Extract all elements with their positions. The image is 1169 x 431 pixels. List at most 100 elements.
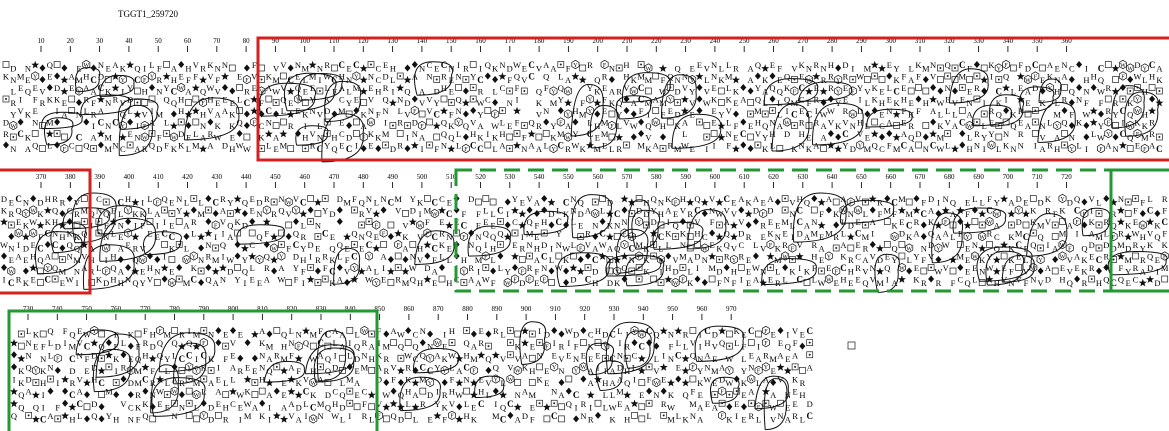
residue-letter: I (3, 275, 6, 285)
threonine-square (51, 252, 59, 260)
residue-letter: D (222, 141, 228, 151)
aromatic-hexagon (294, 341, 303, 351)
residue-letter: Q (89, 209, 95, 219)
aromatic-hexagon (360, 325, 369, 336)
residue-letter: D (346, 133, 352, 143)
residue-letter: N (769, 118, 775, 128)
residue-letter: N (441, 141, 447, 151)
residue-letter: R (179, 330, 185, 340)
residue-letter: W (967, 124, 973, 130)
residue-letter: E (945, 95, 950, 105)
serine-dot (280, 243, 283, 246)
residue-letter: F (223, 354, 228, 364)
glycine-diamond (59, 244, 66, 252)
residue-letter: F (164, 141, 169, 151)
residue-letter: N (96, 206, 102, 216)
residue-letter: I (17, 240, 20, 250)
residue-letter: H (1083, 75, 1089, 85)
residue-letter: W (83, 63, 89, 69)
threonine-square (1022, 221, 1030, 229)
residue-letter: F (892, 209, 897, 219)
threonine-square (1024, 110, 1032, 118)
residue-letter: M (353, 83, 361, 93)
residue-letter: A (712, 402, 719, 412)
residue-letter: E (471, 402, 476, 412)
tick-label: 320 (944, 37, 955, 45)
residue-letter: Q (281, 330, 287, 340)
residue-letter: V (251, 72, 258, 82)
residue-letter: V (842, 118, 849, 128)
residue-letter: Y (354, 74, 359, 80)
serine-dot (523, 124, 526, 127)
residue-letter: W (782, 254, 788, 260)
proline-star (1016, 95, 1025, 103)
cysteine-letter: C (855, 229, 862, 239)
tick-label: 690 (973, 173, 984, 181)
residue-letter: F (376, 110, 381, 120)
residue-letter: R (1062, 95, 1068, 105)
threonine-square (570, 252, 577, 260)
residue-letter: Q (404, 87, 410, 97)
residue-letter: A (118, 244, 125, 254)
residue-letter: W (972, 254, 978, 260)
tick-label: 900 (521, 305, 532, 313)
residue-letter: H (529, 366, 535, 376)
residue-letter: I (348, 338, 351, 348)
glycine-diamond (935, 210, 942, 217)
serine-dot (368, 220, 370, 223)
tick-label: 70 (213, 37, 221, 45)
residue-letter: L (782, 275, 787, 285)
serine-square (528, 330, 536, 338)
residue-letter: K (1008, 232, 1015, 242)
glycine-diamond (864, 110, 871, 118)
proline-star (367, 390, 376, 399)
hydrophobic-cluster-outline (62, 207, 111, 230)
residue-letter: A (376, 362, 383, 372)
aromatic-hexagon (352, 71, 361, 81)
residue-letter: E (530, 342, 535, 352)
proline-star (411, 403, 420, 411)
residue-letter: I (305, 411, 308, 421)
threonine-square (273, 327, 281, 334)
residue-letter: D (522, 411, 528, 421)
residue-letter: D (573, 330, 579, 340)
residue-letter: N (821, 64, 827, 74)
residue-letter: I (318, 75, 321, 85)
residue-letter: K (25, 133, 32, 143)
residue-letter: Q (171, 98, 177, 108)
residue-letter: Q (256, 232, 262, 242)
residue-letter: F (944, 220, 948, 226)
residue-letter: R (405, 362, 411, 372)
glycine-diamond (723, 264, 730, 271)
residue-letter: R (300, 232, 306, 242)
residue-letter: H (680, 194, 686, 204)
cysteine-letter: C (930, 141, 937, 151)
serine-square (591, 198, 599, 206)
residue-letter: E (252, 366, 257, 376)
residue-letter: N (967, 98, 973, 108)
row-3-sequence: IQKKQQLNNQDAKEYQFNKHIICQLLNADFIFFIQMCDRC… (10, 321, 814, 431)
residue-letter: Y (572, 129, 578, 139)
proline-star (527, 129, 536, 138)
glycine-diamond (679, 218, 686, 225)
serine-dot (319, 365, 322, 368)
hydrophobic-cluster-outline (985, 250, 1025, 286)
row-1-ticks: 10 20 30 40 50 60 70 80 90 100 110 120 130 140 150 160 1… (38, 37, 1072, 52)
cysteine-letter: C (1098, 64, 1105, 74)
residue-letter: Y (1143, 66, 1148, 72)
residue-letter: N (1061, 60, 1067, 70)
aromatic-hexagon (941, 216, 950, 227)
serine-dot (501, 109, 504, 112)
residue-letter: E (383, 60, 388, 70)
residue-letter: R (527, 263, 533, 273)
residue-letter: K (375, 133, 382, 143)
aromatic-hexagon (1126, 63, 1135, 73)
residue-letter: V (930, 72, 937, 82)
hydrophobic-cluster-outline (467, 225, 512, 257)
residue-letter: Q (47, 60, 53, 70)
residue-letter: R (420, 399, 426, 409)
residue-letter: E (33, 106, 38, 116)
residue-letter: F (352, 194, 357, 204)
residue-letter: W (140, 258, 146, 264)
residue-letter: K (643, 267, 650, 277)
